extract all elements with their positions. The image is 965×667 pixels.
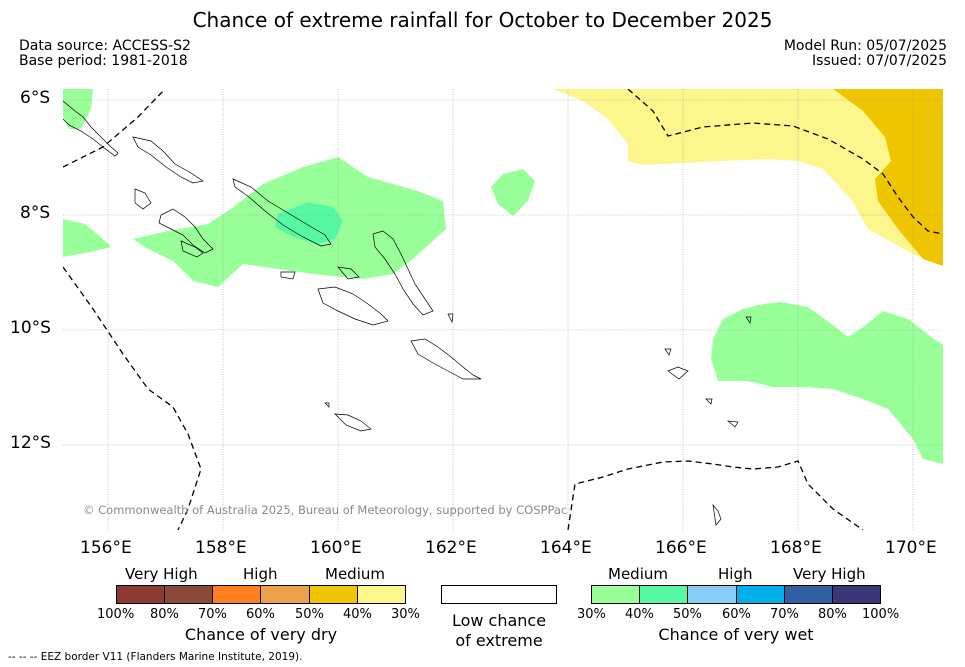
lon-label-166e: 166°E bbox=[655, 538, 707, 558]
wet-high-region bbox=[275, 202, 343, 244]
dry-swatch-60-50 bbox=[260, 585, 310, 604]
model-run-text: Model Run: 05/07/2025 bbox=[783, 38, 947, 54]
dry-legend-caption: Chance of very dry bbox=[184, 625, 338, 644]
wet-category-medium: Medium bbox=[608, 565, 668, 583]
wet-swatch-60-70 bbox=[736, 585, 785, 604]
wet-tick-80: 80% bbox=[818, 607, 847, 622]
dry-tick-30: 30% bbox=[391, 607, 420, 622]
run-info: Model Run: 05/07/2025 Issued: 07/07/2025 bbox=[784, 39, 947, 69]
wet-legend-caption: Chance of very wet bbox=[658, 625, 814, 644]
base-period-text: Base period: 1981-2018 bbox=[19, 53, 188, 69]
rennell-coast bbox=[334, 413, 372, 432]
dry-swatch-100-80 bbox=[116, 585, 165, 604]
low-chance-swatch bbox=[441, 585, 557, 604]
dry-tick-100: 100% bbox=[97, 607, 135, 622]
dry-category-high: High bbox=[243, 565, 278, 583]
lat-label-12s: 12°S bbox=[10, 433, 51, 453]
wet-tick-50: 50% bbox=[673, 607, 702, 622]
wet-category-very-high: Very High bbox=[793, 565, 866, 583]
dry-tick-40: 40% bbox=[343, 607, 372, 622]
lon-label-158e: 158°E bbox=[195, 538, 247, 558]
copyright-text: © Commonwealth of Australia 2025, Bureau… bbox=[83, 503, 568, 517]
small-islands-coast bbox=[324, 313, 752, 526]
dry-medium-region bbox=[553, 89, 943, 266]
lon-label-164e: 164°E bbox=[540, 538, 592, 558]
wet-tick-100: 100% bbox=[862, 607, 900, 622]
eez-border-west bbox=[63, 266, 202, 530]
dry-tick-50: 50% bbox=[295, 607, 324, 622]
eez-borders bbox=[63, 89, 943, 530]
coastlines bbox=[63, 100, 752, 526]
choiseul-coast bbox=[132, 136, 204, 184]
wet-swatch-40-50 bbox=[639, 585, 688, 604]
makira-coast bbox=[410, 338, 482, 380]
graticule bbox=[63, 89, 943, 530]
lat-label-6s: 6°S bbox=[20, 88, 51, 108]
lon-label-168e: 168°E bbox=[770, 538, 822, 558]
malaita-coast bbox=[372, 230, 434, 316]
rainfall-map bbox=[63, 89, 943, 530]
wet-tick-30: 30% bbox=[577, 607, 606, 622]
dry-category-medium: Medium bbox=[325, 565, 385, 583]
dry-swatch-80-70 bbox=[164, 585, 213, 604]
lon-label-160e: 160°E bbox=[310, 538, 362, 558]
issued-text: Issued: 07/07/2025 bbox=[812, 53, 947, 69]
wet-tick-40: 40% bbox=[625, 607, 654, 622]
new-georgia-coast bbox=[134, 188, 214, 258]
wet-medium-region-island bbox=[491, 169, 535, 216]
eez-border-south bbox=[567, 460, 864, 530]
wet-medium-region-northwest bbox=[63, 89, 93, 129]
dry-swatch-70-60 bbox=[212, 585, 261, 604]
wet-swatch-30-40 bbox=[591, 585, 640, 604]
eez-footer-note: -- -- -- EEZ border V11 (Flanders Marine… bbox=[8, 651, 303, 663]
low-chance-line2: of extreme bbox=[455, 631, 543, 650]
dry-category-very-high: Very High bbox=[125, 565, 198, 583]
low-chance-caption: Low chance of extreme bbox=[441, 611, 557, 651]
lat-label-8s: 8°S bbox=[20, 203, 51, 223]
guadalcanal-coast bbox=[317, 286, 389, 326]
wet-medium-region-east bbox=[711, 302, 943, 464]
wet-swatch-80-100 bbox=[832, 585, 881, 604]
wet-swatch-50-60 bbox=[687, 585, 737, 604]
wet-swatch-70-80 bbox=[784, 585, 833, 604]
lat-label-10s: 10°S bbox=[10, 318, 51, 338]
wet-tick-70: 70% bbox=[770, 607, 799, 622]
lon-label-162e: 162°E bbox=[425, 538, 477, 558]
lon-label-170e: 170°E bbox=[885, 538, 937, 558]
eez-border-northeast bbox=[627, 89, 943, 235]
lon-label-156e: 156°E bbox=[80, 538, 132, 558]
dry-swatch-50-40 bbox=[309, 585, 358, 604]
wet-tick-60: 60% bbox=[722, 607, 751, 622]
low-chance-line1: Low chance bbox=[451, 611, 547, 630]
dry-swatch-40-30 bbox=[357, 585, 406, 604]
dry-tick-60: 60% bbox=[246, 607, 275, 622]
wet-medium-region-west bbox=[63, 219, 111, 257]
dry-tick-80: 80% bbox=[150, 607, 179, 622]
dry-high-region bbox=[833, 89, 943, 266]
dry-tick-70: 70% bbox=[198, 607, 227, 622]
data-source-text: Data source: ACCESS-S2 bbox=[19, 38, 191, 54]
santa-isabel-coast bbox=[232, 178, 332, 247]
bougainville-coast bbox=[63, 100, 119, 157]
nggela-coast bbox=[280, 266, 360, 280]
data-info: Data source: ACCESS-S2 Base period: 1981… bbox=[19, 39, 191, 69]
map-title: Chance of extreme rainfall for October t… bbox=[192, 8, 773, 32]
eez-border-north bbox=[63, 89, 166, 168]
wet-category-high: High bbox=[718, 565, 753, 583]
